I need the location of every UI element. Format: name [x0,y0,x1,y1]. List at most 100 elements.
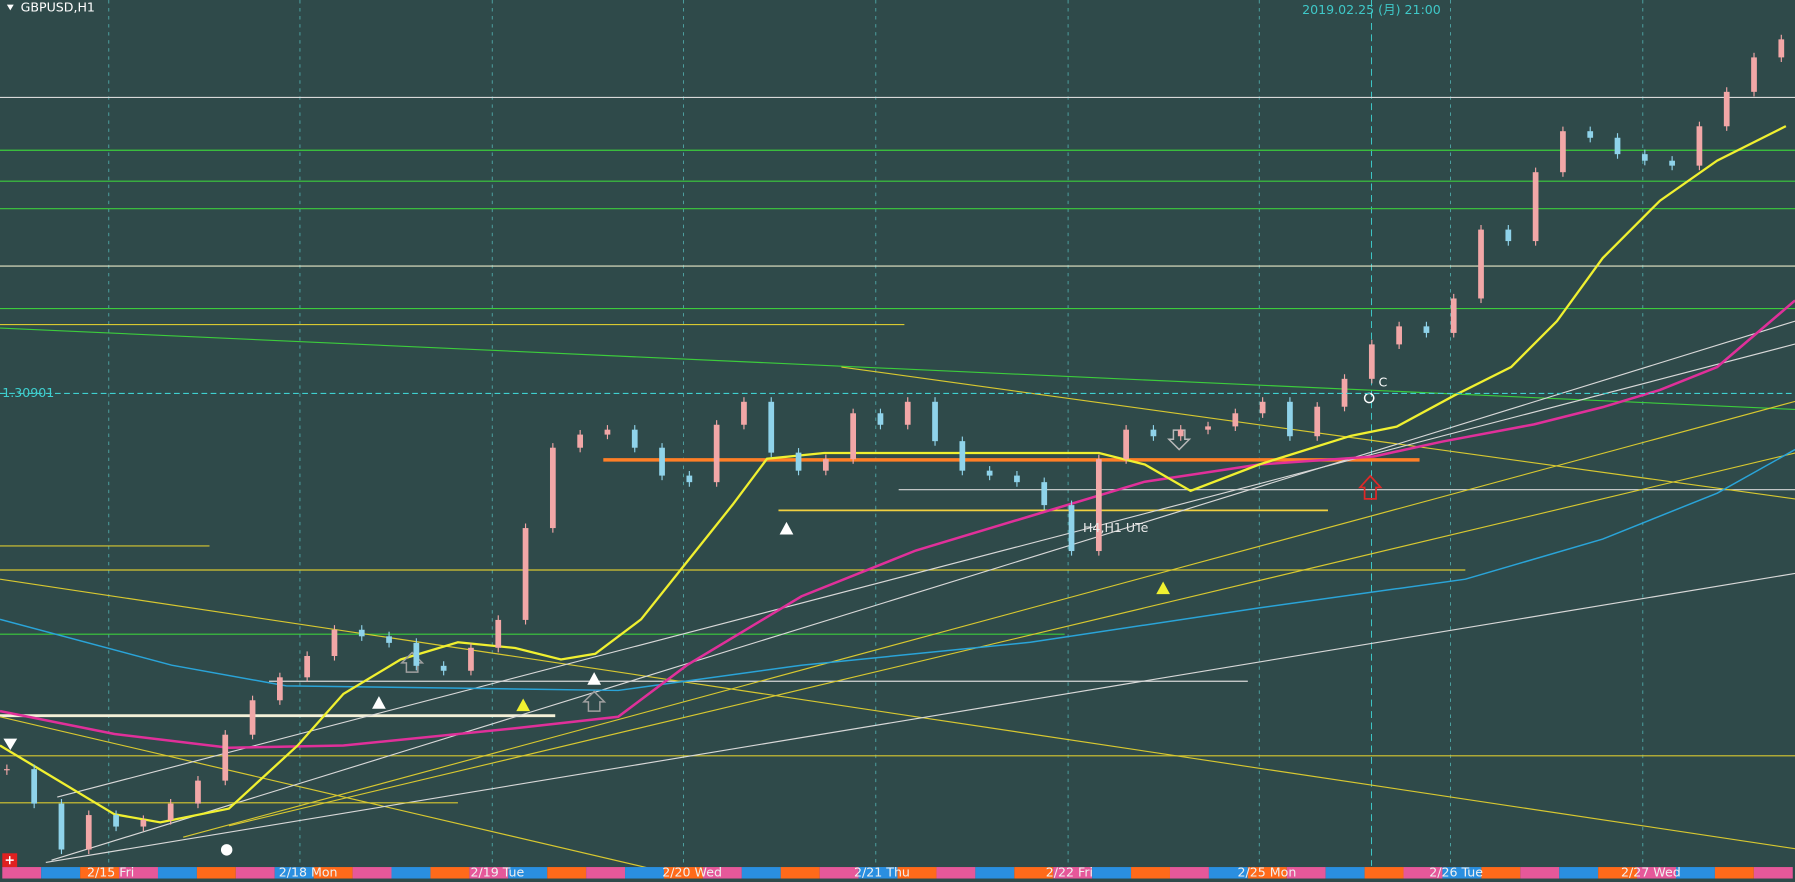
candle-body [1368,344,1375,379]
signal-down [3,738,18,751]
candles [4,34,1785,855]
strip-block [469,867,509,879]
strip-block [119,867,158,879]
strip-block [625,867,664,879]
signal-dot [220,844,233,856]
crosshair-time: 2019.02.25 (月) 21:00 [1302,2,1441,17]
candle-body [331,629,338,656]
strip-block [508,867,548,879]
candle-body [222,734,229,781]
strip-block [1520,867,1560,879]
annotation: C [1379,375,1388,390]
candle-body [1205,426,1211,430]
candle-body [413,642,420,666]
candle-body [1669,160,1675,166]
strip-block [663,867,703,879]
strip-block [1092,867,1132,879]
chart-title: GBPUSD,H1 [21,0,95,15]
candle-body [1641,154,1648,161]
x-tick-label: 2/18 Mon [279,864,338,879]
candle-body [549,447,556,529]
candle-body [140,819,147,827]
candle-body [768,401,775,453]
candle-body [986,470,993,476]
strip-block [1131,867,1170,879]
candle-body [1341,378,1348,407]
x-tick-label: 2/25 Mon [1238,864,1297,879]
strip-block [1247,867,1287,879]
candle-body [1177,429,1184,437]
candle-body [959,441,966,471]
candle-body [795,452,802,471]
arrow-down [1167,429,1192,451]
trend-line [0,327,1795,411]
candle-body [1723,91,1730,127]
strip-block [430,867,470,879]
trend-line [45,572,1795,864]
candle-body [4,769,10,771]
strip-block [975,867,1015,879]
candle-body [1560,131,1566,173]
candle-body [468,647,474,671]
x-tick-label: 2/20 Wed [662,864,722,879]
strip-block [1481,867,1521,879]
strip-block [1208,867,1248,879]
candle-body [495,619,502,648]
candle-body [577,434,584,448]
strip-block [858,867,898,879]
candle-body [1450,298,1457,333]
candle-body [386,636,392,643]
strip-block [274,867,314,879]
strip-block [780,867,820,879]
candle-body [276,677,283,701]
signal-up [1156,581,1170,595]
candle-body [1532,172,1539,242]
strip-block [1598,867,1638,879]
moving-average-blue [0,448,1795,692]
candle-body [904,401,911,425]
candle-body [1314,406,1321,437]
trend-line [0,578,1795,850]
strip-block [1675,867,1715,879]
candle-body [604,429,611,435]
candle-body [1232,413,1239,427]
x-tick-label: 2/26 Tue [1429,864,1483,879]
candle-body [659,447,665,476]
strip-block [41,867,81,879]
strip-block [819,867,859,879]
symbol-menu-icon [6,4,14,11]
strip-block [1753,867,1793,879]
candle-body [1478,229,1484,299]
strip-block [741,867,781,879]
candle-body [1505,229,1512,242]
candle-body [713,424,720,483]
strip-block [157,867,197,879]
candle-body [1259,401,1266,414]
candle-body [1696,126,1703,166]
candle-body [522,528,529,620]
strip-block [1442,867,1482,879]
candle-body [195,780,201,804]
candle-body [358,629,365,637]
strip-block [586,867,626,879]
annotation: H4,H1 UTe [1083,520,1149,535]
strip-block [547,867,587,879]
trend-line [0,716,665,873]
signal-up [587,672,602,685]
strip-block [196,867,236,879]
candle-body [1396,326,1402,345]
candle-body [249,700,256,735]
strip-block [1325,867,1365,879]
candle-body [822,459,829,471]
candle-body [440,665,447,671]
signal-up [372,696,386,709]
candle-body [31,769,38,804]
strip-block [936,867,976,879]
close-icon [5,856,14,865]
candle-body [741,401,747,425]
candle-body [113,815,119,827]
